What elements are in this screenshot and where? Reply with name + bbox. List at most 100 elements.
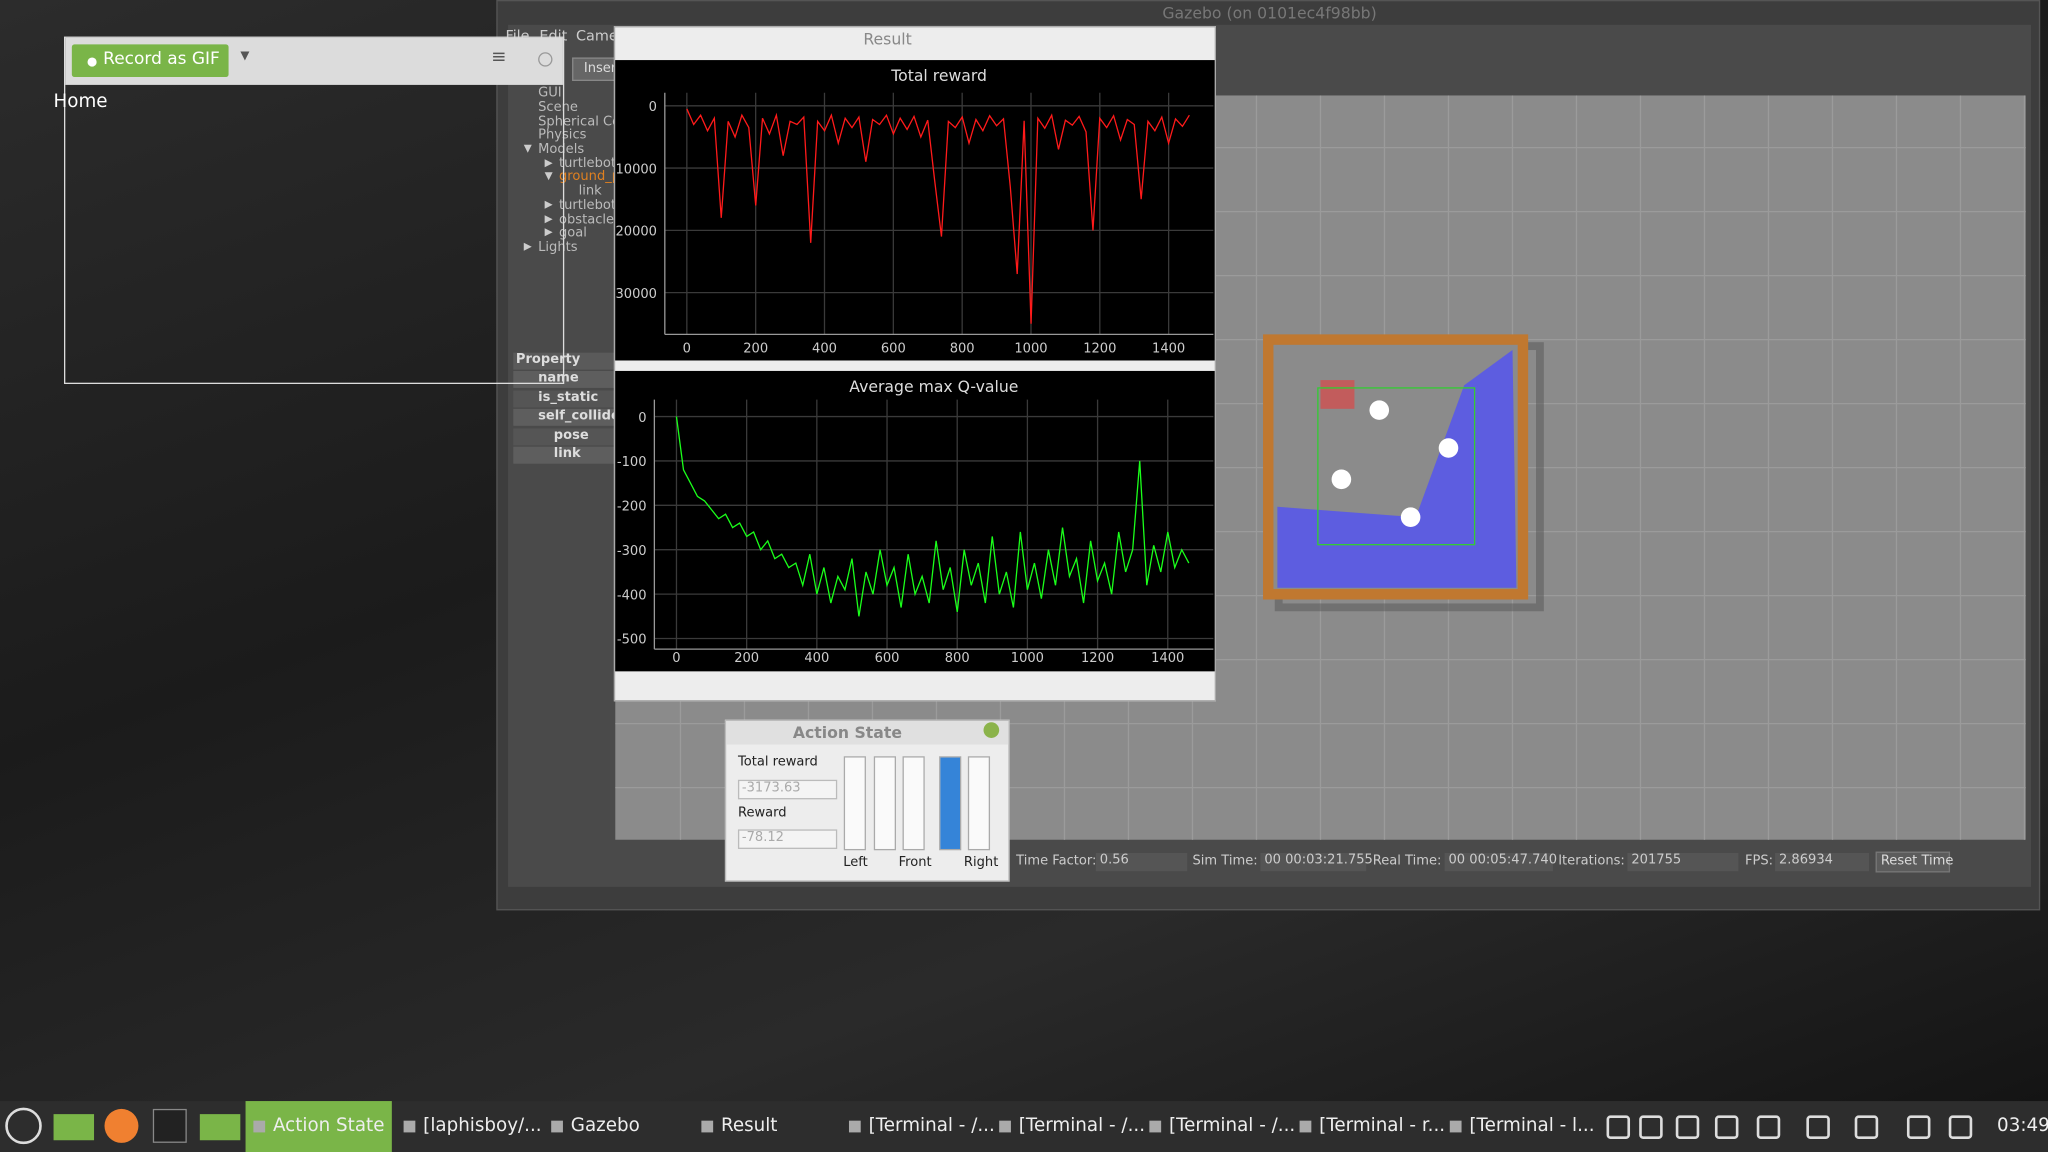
status-label: Time Factor: [1016,854,1097,869]
close-button[interactable] [538,52,553,67]
task-item[interactable]: [laphisboy/... [423,1115,542,1137]
property-row: link [513,446,618,464]
tree-item[interactable]: Physics [538,127,587,143]
tray-icon[interactable] [1606,1115,1631,1139]
y-tick-label: -20000 [615,225,657,240]
folder-icon[interactable] [199,1114,241,1141]
x-tick-label: 400 [804,651,829,666]
y-tick-label: -300 [617,544,647,559]
obstacle [1400,507,1421,528]
status-field: 00 00:05:47.740 [1444,852,1557,872]
property-row: pose [513,427,618,445]
goal-marker [1320,380,1355,409]
bar-label: Right [963,855,999,870]
tree-item[interactable]: Scene [538,100,578,115]
laser-scan [1277,350,1517,588]
active-task [245,1101,392,1152]
tray-icon[interactable] [1806,1115,1830,1139]
task-item[interactable]: [Terminal - /... [1168,1115,1296,1137]
task-icon [403,1120,416,1133]
progress-track [843,756,866,851]
property-row: is_static [513,389,618,407]
action-state-window: Action State Total reward -3173.63 Reward -7… [724,719,1010,882]
task-item[interactable]: Result [720,1115,778,1137]
recorder-window: Record as GIF ▼ ≡ [63,36,565,384]
tray-icon[interactable] [1948,1115,1973,1139]
tree-item[interactable]: Spherical Co [538,114,621,130]
tree-arrow: ▶ [544,156,553,169]
chart-title: Total reward [890,66,987,85]
tree-item[interactable]: Lights [538,240,578,255]
x-tick-label: 800 [945,651,970,666]
x-tick-label: 1000 [1011,651,1044,666]
obstacle [1331,469,1352,490]
property-row: self_collide [513,408,620,426]
tray-icon[interactable] [1639,1115,1663,1139]
x-tick-label: 1400 [1151,651,1184,666]
tray-icon[interactable] [1714,1115,1739,1139]
tree-item[interactable]: turtlebot3 [559,198,625,213]
tree-item[interactable]: goal [559,225,587,241]
progress-fill [940,757,960,849]
dropdown[interactable]: ▼ [240,49,250,63]
bar-label: Left [843,855,868,870]
task-item[interactable]: [Terminal - /... [868,1115,995,1137]
status-field: 0.56 [1095,852,1188,872]
tree-item[interactable]: obstacle [559,212,615,228]
x-tick-label: 200 [743,342,768,357]
task-icon [1449,1120,1462,1133]
text-field: -78.12 [737,829,838,849]
x-tick-label: 1200 [1081,651,1114,666]
task-item[interactable]: [Terminal - r... [1319,1115,1446,1137]
tree-item[interactable]: Models [538,142,585,157]
data-line [675,416,1190,617]
insert-tab[interactable]: Inser [572,57,625,81]
tray-icon[interactable] [1906,1115,1931,1139]
close-button[interactable] [983,722,1000,738]
tree-arrow: ▶ [544,212,553,225]
tray-icon[interactable] [1756,1115,1781,1139]
task-icon [701,1120,714,1133]
tree-item[interactable]: ground_p [559,169,621,185]
status-field: 201755 [1627,852,1739,872]
tray-icon[interactable] [1675,1115,1700,1139]
folder-icon[interactable] [53,1114,95,1141]
bar-label: Front [898,855,932,870]
chart: Average max Q-value 0 -100 -200 -300 -400 -500… [615,370,1215,672]
text-field: -3173.63 [737,779,838,800]
status-label: Sim Time: [1192,854,1258,869]
tree-item[interactable]: GUI [538,86,562,101]
tree-item[interactable]: turtlebot3 [559,156,625,172]
browser-icon[interactable] [104,1108,139,1143]
task-icon [848,1120,861,1133]
status-field: 2.86934 [1775,852,1870,872]
y-tick-label: -100 [617,455,647,470]
tray-icon[interactable] [1854,1115,1879,1139]
result-title: Result [863,30,912,49]
status-label: FPS: [1744,854,1774,869]
task-item[interactable]: [Terminal - l... [1469,1115,1595,1137]
menu-icon[interactable] [5,1107,42,1145]
reset-button[interactable]: Reset Time [1875,851,1953,873]
x-tick-label: 1000 [1014,342,1047,357]
action-title: Action State [792,723,902,742]
tree-item[interactable]: link [578,184,602,199]
task-icon [999,1120,1011,1133]
home-label: Home [53,91,108,113]
taskbar: Action State [laphisboy/... Gazebo Result [T… [0,1101,2048,1152]
x-tick-label: 0 [683,342,691,357]
x-tick-label: 1200 [1083,342,1116,357]
task-icon [253,1120,266,1133]
terminal-icon[interactable] [152,1108,187,1143]
menu-button[interactable]: ≡ [491,47,507,68]
progress-track [902,756,925,851]
task-item[interactable]: Gazebo [570,1115,640,1137]
record-button[interactable]: Record as GIF [71,44,229,78]
x-tick-label: 400 [812,342,837,357]
task-item[interactable]: Action State [272,1115,385,1137]
x-tick-label: 600 [875,651,900,666]
task-item[interactable]: [Terminal - /... [1018,1115,1146,1137]
window-title: Gazebo (on 0101ec4f98bb) [1162,3,1377,23]
status-field: 00 00:03:21.755 [1260,852,1373,872]
progress-track [873,756,896,851]
